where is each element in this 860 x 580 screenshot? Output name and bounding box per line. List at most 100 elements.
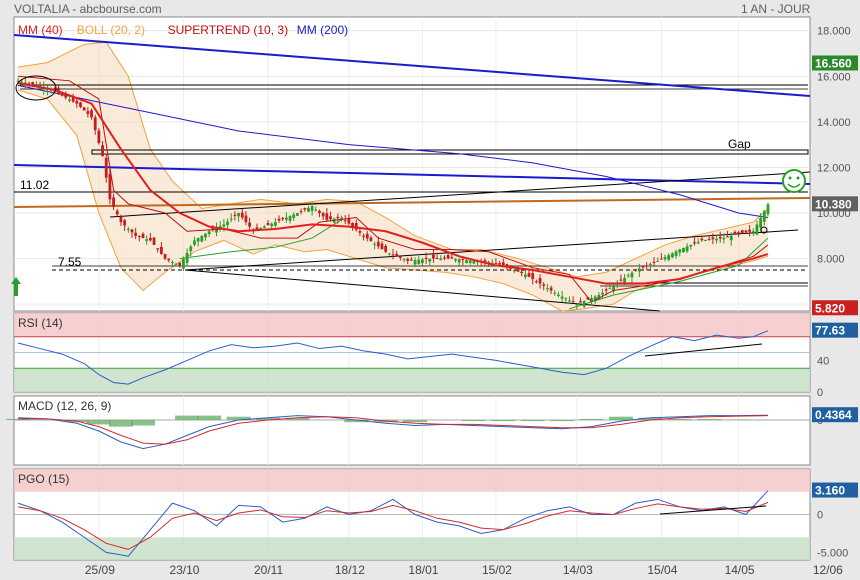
candle-body — [494, 263, 498, 265]
candle-body — [277, 218, 281, 221]
candle-body — [123, 220, 127, 226]
candle-body — [671, 253, 674, 258]
macd-histogram-bar — [131, 420, 155, 426]
candle-body — [711, 237, 715, 240]
price-badge — [812, 55, 858, 71]
candle-body — [729, 235, 733, 241]
candle-body — [549, 287, 553, 291]
candle-body — [748, 229, 752, 232]
x-tick-label: 14/03 — [563, 563, 593, 577]
candle-body — [516, 268, 520, 272]
candle-body — [693, 242, 696, 244]
candle-body — [645, 265, 649, 267]
candle-body — [137, 236, 141, 238]
candle-body — [296, 213, 299, 216]
candle-body — [637, 268, 641, 272]
candle-body — [409, 259, 413, 261]
gap-label: Gap — [728, 137, 751, 151]
macd-histogram-bar — [697, 418, 722, 420]
x-tick-label: 23/10 — [169, 563, 199, 577]
macd-histogram-bar — [608, 416, 633, 420]
candle-body — [156, 248, 160, 250]
pgo-title: PGO (15) — [18, 472, 69, 486]
candle-body — [417, 259, 421, 265]
candle-body — [196, 238, 200, 242]
candle-body — [590, 298, 593, 302]
candle-body — [240, 212, 244, 218]
candle-body — [270, 223, 274, 227]
smiley-icon — [787, 183, 801, 188]
candle-body — [226, 221, 229, 226]
candle-body — [281, 217, 285, 220]
channel-line-lower — [184, 229, 799, 271]
candle-body — [593, 296, 597, 302]
candle-body — [439, 258, 443, 261]
candle-body — [568, 300, 571, 302]
channel-line-upper — [109, 171, 811, 218]
candle-body — [71, 96, 75, 102]
price-badge — [812, 196, 858, 212]
price-badge-label: 5.820 — [815, 301, 845, 315]
candle-body — [542, 284, 546, 286]
pgo-signal-line — [17, 501, 769, 550]
candle-body — [685, 246, 689, 252]
candle-body — [498, 263, 502, 265]
macd-histogram-bar — [108, 420, 133, 427]
candle-body — [134, 232, 138, 236]
candle-body — [435, 258, 439, 260]
candle-body — [75, 100, 79, 104]
macd-histogram-bar — [520, 420, 545, 422]
candle-body — [104, 157, 108, 178]
candle-body — [413, 260, 417, 265]
candle-body — [432, 254, 435, 259]
candle-body — [450, 257, 454, 259]
candle-body — [715, 238, 718, 241]
candle-body — [726, 236, 729, 238]
candle-body — [266, 223, 270, 226]
candle-body — [626, 275, 630, 277]
macd-histogram-bar — [256, 417, 280, 420]
candle-body — [597, 295, 601, 300]
macd-histogram-bar — [638, 417, 663, 420]
candle-body — [553, 292, 557, 294]
supertrend-green-line — [569, 237, 769, 310]
candle-body — [218, 226, 222, 228]
candle-body — [189, 246, 193, 251]
mm200-line — [17, 84, 769, 219]
candle-body — [126, 228, 130, 230]
candle-body — [82, 107, 86, 111]
legend-entry: MM (200) — [297, 23, 348, 37]
macd-histogram-bar — [667, 418, 692, 420]
candle-body — [634, 269, 638, 271]
candle-body — [564, 298, 568, 300]
candle-body — [325, 213, 329, 220]
candle-body — [424, 257, 428, 259]
candle-body — [321, 213, 325, 217]
candle-body — [215, 227, 218, 233]
candle-body — [648, 263, 652, 265]
macd-title: MACD (12, 26, 9) — [18, 399, 111, 413]
x-tick-label: 12/06 — [813, 563, 843, 577]
y-tick-label: 8.000 — [817, 254, 845, 266]
y-tick-label: 0 — [817, 387, 823, 399]
y-tick-label: 18.000 — [817, 26, 851, 38]
price-badge — [812, 300, 858, 316]
candle-body — [314, 209, 318, 211]
x-tick-label: 15/04 — [647, 563, 677, 577]
macd-histogram-bar — [403, 420, 428, 423]
candle-body — [262, 226, 266, 228]
candle-body — [674, 251, 678, 256]
candle-body — [303, 208, 307, 210]
y-tick-label: 0 — [817, 510, 823, 522]
candle-body — [299, 211, 303, 213]
bollinger-fill — [18, 42, 768, 312]
smiley-icon — [782, 169, 806, 193]
candle-body — [358, 231, 362, 233]
candle-body — [130, 229, 134, 233]
candle-body — [700, 238, 704, 241]
x-tick-label: 20/11 — [254, 563, 283, 577]
y-tick-label: 16.000 — [817, 71, 851, 83]
highlight-ellipse — [15, 75, 57, 101]
candle-body — [167, 258, 171, 261]
